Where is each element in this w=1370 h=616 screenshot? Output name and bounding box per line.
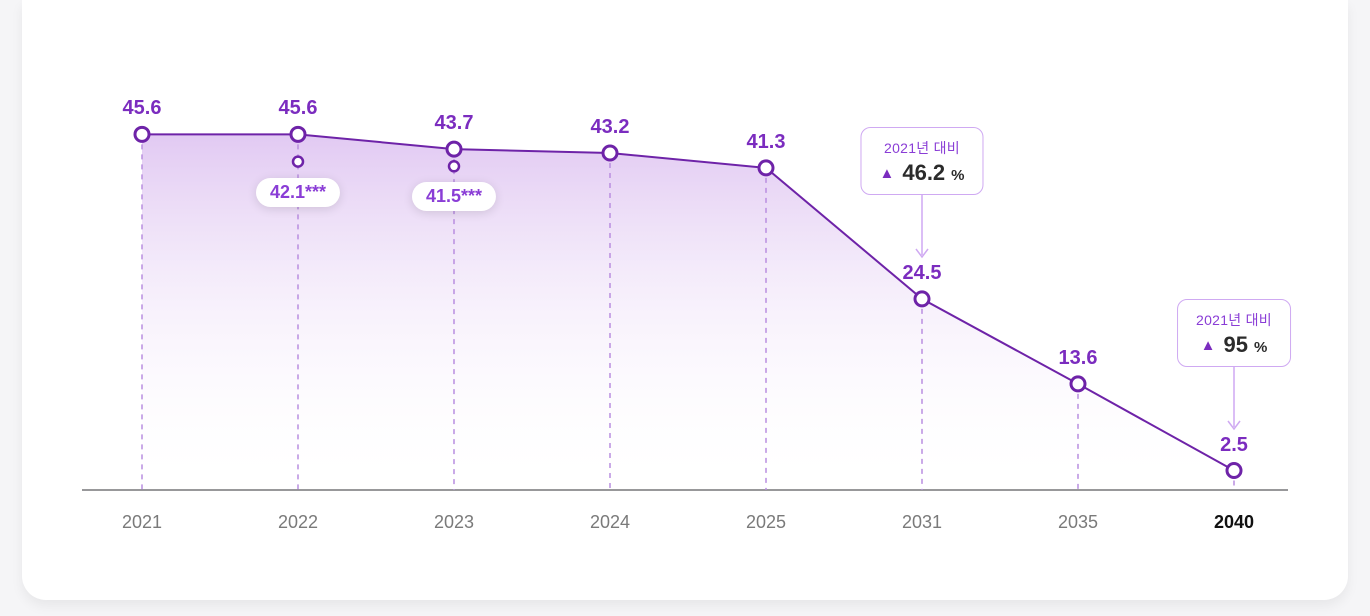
data-marker bbox=[135, 127, 149, 141]
data-marker bbox=[291, 127, 305, 141]
callout-value-row: ▲ 95% bbox=[1196, 332, 1272, 358]
secondary-value-pill: 42.1*** bbox=[256, 178, 340, 207]
chart-area: 45.645.643.743.241.324.513.62.5202120222… bbox=[82, 60, 1288, 540]
x-axis-label: 2023 bbox=[434, 512, 474, 533]
value-label: 13.6 bbox=[1059, 347, 1098, 370]
data-marker bbox=[759, 161, 773, 175]
data-marker bbox=[1071, 377, 1085, 391]
value-label: 45.6 bbox=[123, 97, 162, 120]
secondary-value-pill: 41.5*** bbox=[412, 182, 496, 211]
secondary-marker bbox=[449, 161, 459, 171]
value-label: 43.7 bbox=[435, 112, 474, 135]
callout-value-row: ▲ 46.2% bbox=[879, 160, 964, 186]
callout-unit: % bbox=[1254, 339, 1267, 356]
callout-value: 95 bbox=[1224, 332, 1248, 358]
callout-box: 2021년 대비 ▲ 95% bbox=[1177, 299, 1291, 367]
value-label: 43.2 bbox=[591, 116, 630, 139]
data-marker bbox=[915, 292, 929, 306]
data-marker bbox=[1227, 464, 1241, 478]
data-marker bbox=[603, 146, 617, 160]
secondary-marker bbox=[293, 157, 303, 167]
x-axis-label: 2024 bbox=[590, 512, 630, 533]
x-axis-label: 2035 bbox=[1058, 512, 1098, 533]
callout-value: 46.2 bbox=[902, 160, 945, 186]
data-marker bbox=[447, 142, 461, 156]
x-axis-label: 2021 bbox=[122, 512, 162, 533]
callout-title: 2021년 대비 bbox=[1196, 310, 1272, 330]
callout-box: 2021년 대비 ▲ 46.2% bbox=[860, 127, 983, 195]
value-label: 45.6 bbox=[279, 97, 318, 120]
x-axis-label: 2025 bbox=[746, 512, 786, 533]
x-axis-label: 2031 bbox=[902, 512, 942, 533]
line-chart-svg bbox=[82, 60, 1288, 540]
chart-card: 45.645.643.743.241.324.513.62.5202120222… bbox=[22, 0, 1348, 600]
callout-title: 2021년 대비 bbox=[879, 138, 964, 158]
triangle-up-icon: ▲ bbox=[879, 165, 894, 182]
callout-arrow bbox=[1224, 361, 1244, 439]
x-axis-label: 2022 bbox=[278, 512, 318, 533]
x-axis-label: 2040 bbox=[1214, 512, 1254, 533]
triangle-up-icon: ▲ bbox=[1201, 337, 1216, 354]
callout-arrow bbox=[912, 189, 932, 267]
value-label: 41.3 bbox=[747, 131, 786, 154]
callout-unit: % bbox=[951, 167, 964, 184]
